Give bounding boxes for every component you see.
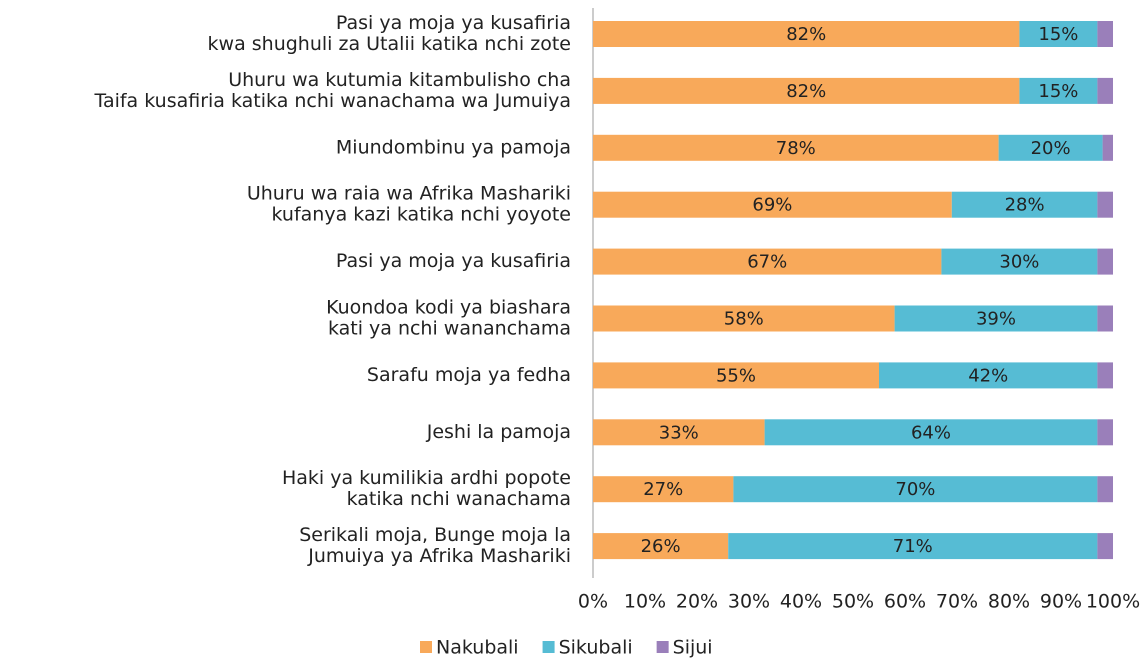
legend-swatch xyxy=(420,641,432,653)
category-label: kufanya kazi katika nchi yoyote xyxy=(272,204,571,226)
bar-segment xyxy=(764,419,1098,446)
bar-segment xyxy=(1097,77,1113,104)
x-tick-label: 0% xyxy=(578,591,608,613)
category-label: Taifa kusafiria katika nchi wanachama wa… xyxy=(93,90,571,112)
bar-segment xyxy=(1097,476,1113,503)
value-label: 67% xyxy=(747,252,787,273)
value-label: 39% xyxy=(976,309,1016,330)
bar-segment xyxy=(879,362,1098,389)
category-label: Uhuru wa raia wa Afrika Mashariki xyxy=(247,183,571,205)
value-label: 70% xyxy=(895,479,935,500)
bar-segment xyxy=(1097,191,1113,218)
value-label: 30% xyxy=(999,252,1039,273)
x-tick-label: 90% xyxy=(1040,591,1082,613)
value-label: 42% xyxy=(968,365,1008,386)
value-label: 78% xyxy=(776,138,816,159)
bar-segment xyxy=(894,305,1098,332)
value-label: 58% xyxy=(724,309,764,330)
value-label: 82% xyxy=(786,24,826,45)
bar-segment xyxy=(593,476,734,503)
bar-segment xyxy=(1097,533,1113,560)
x-tick-label: 40% xyxy=(780,591,822,613)
bar-segment xyxy=(998,134,1103,161)
bar-segment xyxy=(1097,305,1113,332)
value-label: 28% xyxy=(1005,195,1045,216)
value-label: 55% xyxy=(716,365,756,386)
bar-segment xyxy=(593,533,729,560)
legend-label: Sijui xyxy=(673,637,713,658)
legend-swatch xyxy=(656,641,669,653)
bar-segment xyxy=(593,305,895,332)
category-label: Serikali moja, Bunge moja la xyxy=(299,524,571,546)
value-label: 15% xyxy=(1038,81,1078,102)
bar-segment xyxy=(593,248,942,275)
x-tick-label: 60% xyxy=(884,591,926,613)
value-label: 15% xyxy=(1038,24,1078,45)
category-label: Miundombinu ya pamoja xyxy=(336,136,571,158)
bar-segment xyxy=(593,419,765,446)
category-label: kati ya nchi wananchama xyxy=(328,318,571,340)
category-label: Jeshi la pamoja xyxy=(426,421,571,443)
value-label: 69% xyxy=(752,195,792,216)
bar-segment xyxy=(593,134,999,161)
x-tick-label: 50% xyxy=(832,591,874,613)
value-label: 20% xyxy=(1031,138,1071,159)
bar-segment xyxy=(1097,362,1113,389)
bar-segment xyxy=(1097,248,1113,275)
legend-label: Sikubali xyxy=(559,637,633,658)
value-label: 64% xyxy=(911,422,951,443)
category-label: Kuondoa kodi ya biashara xyxy=(326,297,571,319)
bar-segment xyxy=(1097,419,1113,446)
x-tick-label: 100% xyxy=(1086,591,1140,613)
value-label: 26% xyxy=(641,536,681,557)
category-label: Sarafu moja ya fedha xyxy=(367,364,571,386)
category-label: kwa shughuli za Utalii katika nchi zote xyxy=(208,33,571,55)
category-label: Jumuiya ya Afrika Mashariki xyxy=(307,545,571,567)
value-label: 82% xyxy=(786,81,826,102)
category-label: Pasi ya moja ya kusafiria xyxy=(336,250,571,272)
x-tick-label: 70% xyxy=(936,591,978,613)
x-tick-label: 30% xyxy=(728,591,770,613)
category-label: Pasi ya moja ya kusafiria xyxy=(336,12,571,34)
bar-segment xyxy=(1102,134,1113,161)
bar-segment xyxy=(593,362,879,389)
value-label: 33% xyxy=(659,422,699,443)
value-label: 27% xyxy=(643,479,683,500)
category-label: Uhuru wa kutumia kitambulisho cha xyxy=(228,69,571,91)
bar-segment xyxy=(593,21,1020,47)
category-label: Haki ya kumilikia ardhi popote xyxy=(282,467,571,489)
bar-segment xyxy=(1019,21,1098,47)
bar-segment xyxy=(593,191,952,218)
bar-segment xyxy=(593,77,1020,104)
legend-swatch xyxy=(542,641,555,653)
legend-label: Nakubali xyxy=(436,637,519,658)
category-label: katika nchi wanachama xyxy=(347,488,571,510)
bar-segment xyxy=(733,476,1098,503)
x-tick-label: 10% xyxy=(624,591,666,613)
x-tick-label: 20% xyxy=(676,591,718,613)
bar-segment xyxy=(728,533,1098,560)
x-tick-label: 80% xyxy=(988,591,1030,613)
bar-segment xyxy=(1097,21,1113,47)
bar-segment xyxy=(941,248,1098,275)
bar-segment xyxy=(1019,77,1098,104)
bar-segment xyxy=(951,191,1098,218)
value-label: 71% xyxy=(893,536,933,557)
